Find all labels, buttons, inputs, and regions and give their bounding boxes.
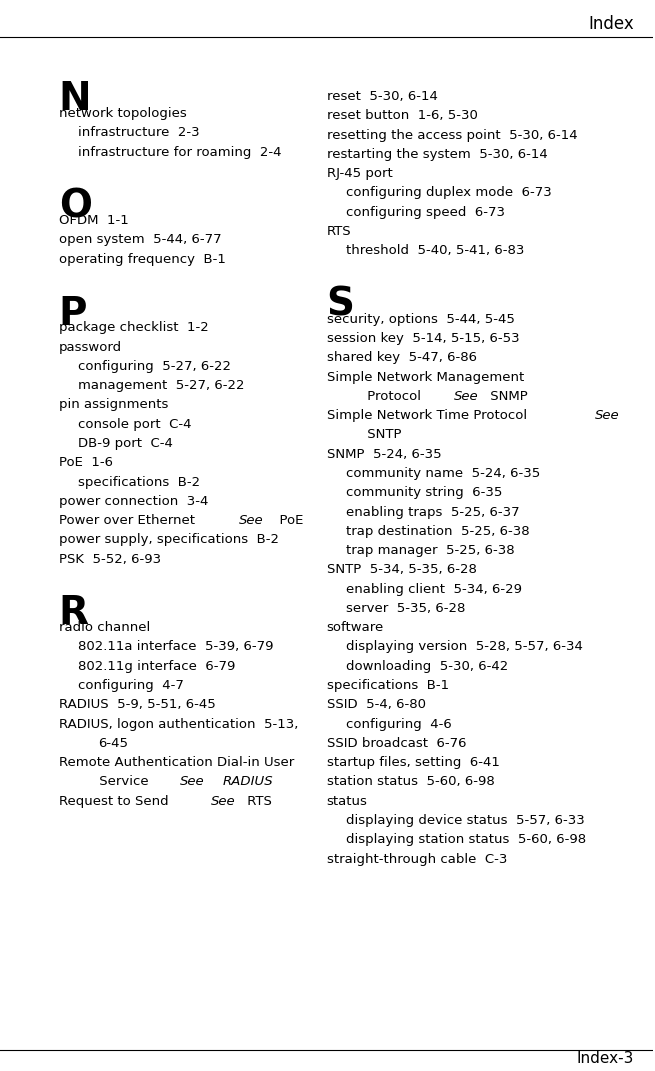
Text: specifications  B-1: specifications B-1 (327, 679, 449, 692)
Text: N: N (59, 80, 92, 118)
Text: 6-45: 6-45 (98, 737, 128, 750)
Text: Simple Network Management: Simple Network Management (327, 371, 524, 383)
Text: Protocol: Protocol (346, 390, 430, 403)
Text: See: See (180, 775, 205, 788)
Text: 802.11g interface  6-79: 802.11g interface 6-79 (79, 660, 236, 673)
Text: trap manager  5-25, 6-38: trap manager 5-25, 6-38 (346, 544, 515, 557)
Text: security, options  5-44, 5-45: security, options 5-44, 5-45 (327, 313, 515, 326)
Text: See: See (595, 409, 620, 422)
Text: P: P (59, 295, 87, 332)
Text: infrastructure for roaming  2-4: infrastructure for roaming 2-4 (79, 146, 282, 159)
Text: open system  5-44, 6-77: open system 5-44, 6-77 (59, 233, 221, 246)
Text: SNMP  5-24, 6-35: SNMP 5-24, 6-35 (327, 448, 441, 461)
Text: 802.11a interface  5-39, 6-79: 802.11a interface 5-39, 6-79 (79, 640, 274, 653)
Text: displaying device status  5-57, 6-33: displaying device status 5-57, 6-33 (346, 814, 585, 827)
Text: community string  6-35: community string 6-35 (346, 486, 502, 499)
Text: operating frequency  B-1: operating frequency B-1 (59, 253, 226, 266)
Text: PoE: PoE (271, 514, 303, 527)
Text: infrastructure  2-3: infrastructure 2-3 (79, 126, 200, 139)
Text: RJ-45 port: RJ-45 port (327, 167, 392, 180)
Text: displaying station status  5-60, 6-98: displaying station status 5-60, 6-98 (346, 833, 586, 846)
Text: network topologies: network topologies (59, 107, 187, 120)
Text: radio channel: radio channel (59, 621, 150, 634)
Text: Service: Service (79, 775, 158, 788)
Text: reset button  1-6, 5-30: reset button 1-6, 5-30 (327, 109, 477, 122)
Text: session key  5-14, 5-15, 6-53: session key 5-14, 5-15, 6-53 (327, 332, 519, 345)
Text: trap destination  5-25, 6-38: trap destination 5-25, 6-38 (346, 525, 530, 538)
Text: RTS: RTS (327, 225, 351, 238)
Text: Index-3: Index-3 (576, 1051, 634, 1066)
Text: restarting the system  5-30, 6-14: restarting the system 5-30, 6-14 (327, 148, 548, 161)
Text: SNTP  5-34, 5-35, 6-28: SNTP 5-34, 5-35, 6-28 (327, 563, 477, 576)
Text: S: S (327, 286, 355, 323)
Text: specifications  B-2: specifications B-2 (79, 476, 200, 488)
Text: RADIUS  5-9, 5-51, 6-45: RADIUS 5-9, 5-51, 6-45 (59, 698, 215, 711)
Text: server  5-35, 6-28: server 5-35, 6-28 (346, 602, 466, 615)
Text: PSK  5-52, 6-93: PSK 5-52, 6-93 (59, 553, 161, 565)
Text: configuring duplex mode  6-73: configuring duplex mode 6-73 (346, 186, 552, 199)
Text: SNTP: SNTP (346, 428, 402, 441)
Text: status: status (327, 795, 367, 808)
Text: RADIUS, logon authentication  5-13,: RADIUS, logon authentication 5-13, (59, 718, 298, 730)
Text: Remote Authentication Dial-in User: Remote Authentication Dial-in User (59, 756, 294, 769)
Text: package checklist  1-2: package checklist 1-2 (59, 321, 208, 334)
Text: SSID  5-4, 6-80: SSID 5-4, 6-80 (327, 698, 426, 711)
Text: OFDM  1-1: OFDM 1-1 (59, 214, 128, 227)
Text: SSID broadcast  6-76: SSID broadcast 6-76 (327, 737, 466, 750)
Text: startup files, setting  6-41: startup files, setting 6-41 (327, 756, 500, 769)
Text: threshold  5-40, 5-41, 6-83: threshold 5-40, 5-41, 6-83 (346, 244, 525, 257)
Text: software: software (327, 621, 384, 634)
Text: power supply, specifications  B-2: power supply, specifications B-2 (59, 533, 279, 546)
Text: resetting the access point  5-30, 6-14: resetting the access point 5-30, 6-14 (327, 129, 577, 141)
Text: Request to Send: Request to Send (59, 795, 177, 808)
Text: configuring  5-27, 6-22: configuring 5-27, 6-22 (79, 360, 231, 373)
Text: Power over Ethernet: Power over Ethernet (59, 514, 199, 527)
Text: SNMP: SNMP (485, 390, 527, 403)
Text: See: See (211, 795, 236, 808)
Text: straight-through cable  C-3: straight-through cable C-3 (327, 853, 507, 865)
Text: power connection  3-4: power connection 3-4 (59, 495, 208, 508)
Text: DB-9 port  C-4: DB-9 port C-4 (79, 437, 174, 450)
Text: See: See (239, 514, 264, 527)
Text: configuring speed  6-73: configuring speed 6-73 (346, 206, 506, 218)
Text: Index: Index (588, 15, 634, 32)
Text: PoE  1-6: PoE 1-6 (59, 456, 113, 469)
Text: downloading  5-30, 6-42: downloading 5-30, 6-42 (346, 660, 508, 673)
Text: password: password (59, 341, 122, 353)
Text: Simple Network Time Protocol: Simple Network Time Protocol (327, 409, 535, 422)
Text: station status  5-60, 6-98: station status 5-60, 6-98 (327, 775, 495, 788)
Text: R: R (59, 594, 89, 632)
Text: console port  C-4: console port C-4 (79, 418, 192, 431)
Text: displaying version  5-28, 5-57, 6-34: displaying version 5-28, 5-57, 6-34 (346, 640, 583, 653)
Text: RADIUS: RADIUS (223, 775, 274, 788)
Text: RTS: RTS (242, 795, 271, 808)
Text: O: O (59, 187, 92, 225)
Text: enabling client  5-34, 6-29: enabling client 5-34, 6-29 (346, 583, 522, 595)
Text: enabling traps  5-25, 6-37: enabling traps 5-25, 6-37 (346, 506, 520, 518)
Text: pin assignments: pin assignments (59, 398, 168, 411)
Text: community name  5-24, 6-35: community name 5-24, 6-35 (346, 467, 540, 480)
Text: management  5-27, 6-22: management 5-27, 6-22 (79, 379, 245, 392)
Text: shared key  5-47, 6-86: shared key 5-47, 6-86 (327, 351, 477, 364)
Text: reset  5-30, 6-14: reset 5-30, 6-14 (327, 90, 438, 103)
Text: See: See (454, 390, 478, 403)
Text: configuring  4-7: configuring 4-7 (79, 679, 184, 692)
Text: configuring  4-6: configuring 4-6 (346, 718, 452, 730)
